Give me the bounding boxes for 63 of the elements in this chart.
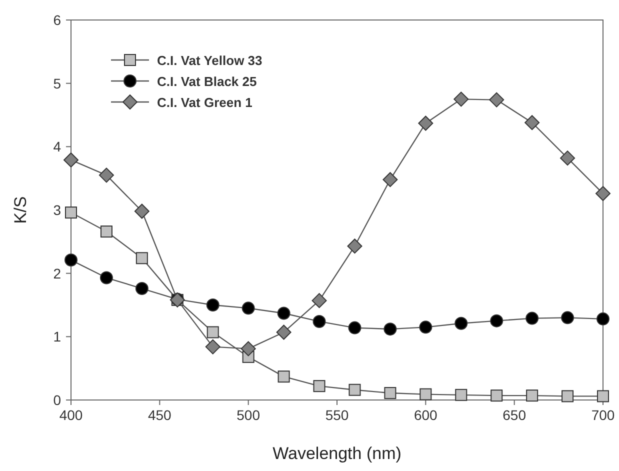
point [100,226,112,238]
point [596,312,610,326]
point [348,384,361,396]
point [596,186,610,202]
y-tick-label: 0 [53,392,62,408]
x-axis-title: Wavelength (nm) [272,444,402,463]
point [490,390,503,402]
point [240,341,256,356]
point [100,271,113,284]
point [561,311,574,324]
point [384,387,396,400]
point [454,316,468,330]
point [134,204,150,219]
point [312,314,326,328]
y-axis-title: K/S [11,196,30,224]
y-tick-label: 4 [53,138,62,155]
point [135,282,148,296]
x-tick-label: 550 [325,407,349,423]
legend-label: C.I. Vat Yellow 33 [157,53,262,68]
point [382,172,398,188]
y-tick-label: 3 [53,202,62,218]
legend-label: C.I. Vat Green 1 [157,95,252,110]
point [526,312,539,325]
y-tick-label: 5 [53,75,62,92]
x-tick-label: 400 [59,407,83,423]
point [418,116,434,131]
point [597,390,609,402]
x-tick-label: 600 [414,407,438,423]
point [455,388,468,401]
point [278,370,290,383]
legend-label: C.I. Vat Black 25 [157,74,257,89]
point [347,238,362,254]
point [205,339,220,354]
point [419,320,432,334]
point [276,324,292,340]
point [242,302,255,315]
point [136,252,148,264]
point [64,152,78,168]
point [560,150,576,166]
point [313,380,326,392]
point [524,115,540,130]
y-tick-label: 6 [53,12,62,28]
point [206,326,219,338]
point [420,388,432,400]
point [64,254,78,267]
point [348,321,362,334]
point [489,92,504,108]
x-tick-label: 450 [148,407,172,423]
point [454,92,469,107]
point [490,314,504,328]
point [277,306,290,320]
y-tick-label: 2 [53,265,62,282]
point [526,390,538,402]
point [384,322,397,336]
point [562,390,574,402]
point [65,206,77,219]
point [206,298,220,312]
x-tick-label: 650 [502,407,526,423]
x-tick-label: 500 [236,407,260,423]
y-tick-label: 1 [53,328,62,345]
point [312,293,327,308]
x-tick-label: 700 [591,407,615,423]
point [98,168,114,183]
